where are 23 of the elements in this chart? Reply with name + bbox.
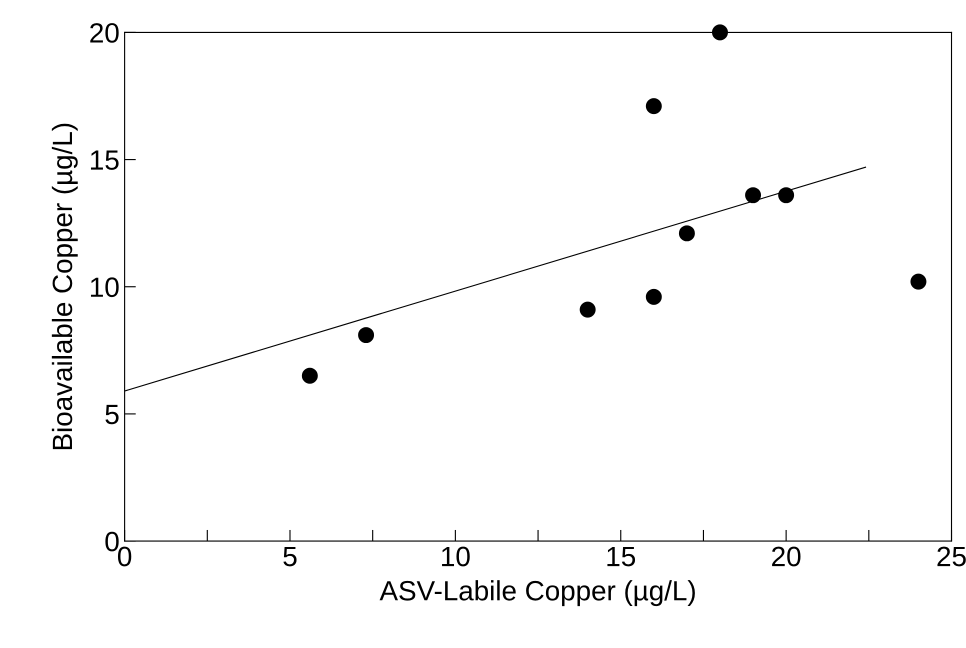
y-tick-label: 15: [90, 150, 119, 170]
x-tick-label: 15: [607, 546, 636, 566]
x-tick-label: 0: [118, 546, 132, 566]
point: [778, 187, 794, 204]
x-tick-label: 25: [937, 546, 966, 566]
point: [745, 187, 762, 204]
x-tick-label: 5: [283, 546, 297, 566]
y-tick-label: 10: [90, 277, 119, 298]
point: [302, 368, 318, 384]
y-tick-label: 0: [105, 532, 119, 552]
point: [580, 302, 596, 318]
y-tick-label: 5: [105, 404, 119, 424]
point: [646, 98, 662, 114]
y-tick-label: 20: [90, 23, 119, 43]
x-axis-title: ASV-Labile Copper (µg/L): [380, 580, 695, 606]
point: [358, 327, 374, 344]
x-tick-label: 20: [772, 546, 800, 566]
y-axis-title: Bioavailable Copper (µg/L): [52, 124, 78, 450]
x-tick-label: 10: [442, 546, 470, 566]
point: [678, 225, 695, 242]
point: [712, 24, 728, 40]
point: [910, 274, 926, 290]
point: [646, 288, 662, 305]
